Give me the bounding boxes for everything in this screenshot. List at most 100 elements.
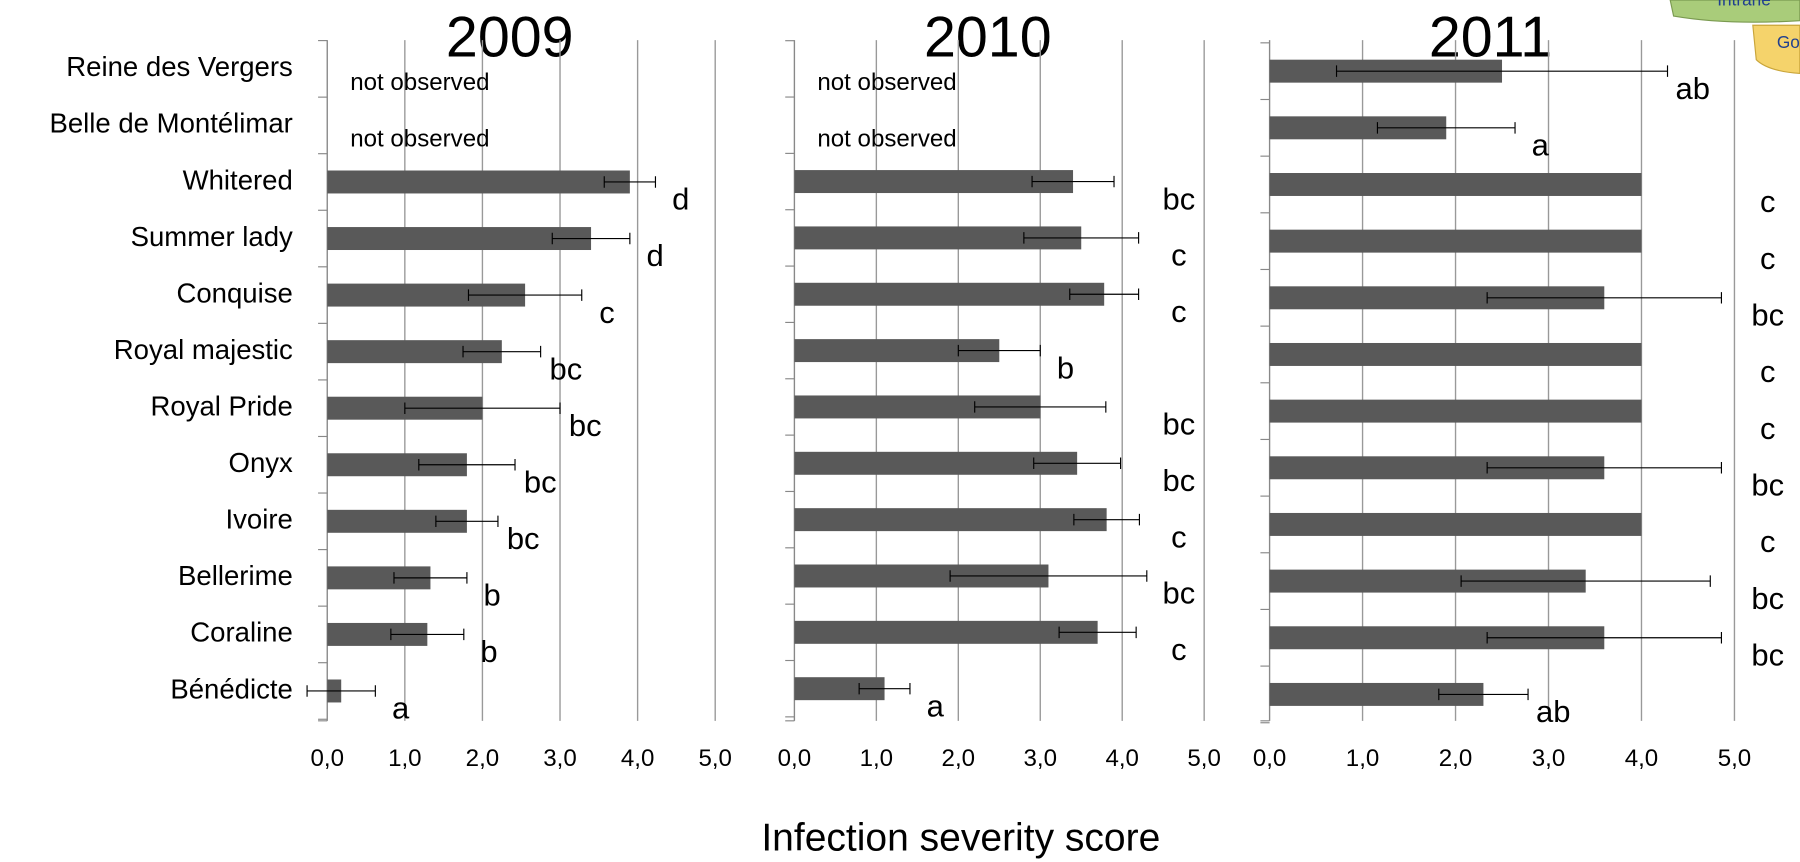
category-label: Royal Pride (150, 390, 292, 421)
significance-letter: bc (507, 521, 540, 556)
significance-letter: bc (524, 464, 557, 499)
x-tick-label: 1,0 (860, 745, 894, 772)
error-bar (551, 232, 631, 245)
bar (794, 620, 1098, 644)
significance-letter: a (392, 691, 410, 726)
bar (327, 340, 502, 364)
bar (327, 283, 526, 307)
bar (1269, 512, 1642, 536)
significance-letter: bc (1163, 407, 1196, 442)
error-bar (393, 572, 468, 584)
significance-letter: d (672, 182, 689, 217)
x-tick-label: 0,0 (310, 745, 343, 772)
bar (794, 170, 1074, 194)
x-tick-label: 2,0 (466, 745, 500, 772)
error-bar (467, 289, 583, 301)
error-bar (1058, 626, 1137, 639)
error-bar (1031, 175, 1115, 188)
significance-letter: b (480, 634, 497, 669)
significance-letter: ab (1536, 694, 1570, 729)
significance-letter: c (599, 295, 615, 330)
x-axis-label: Infection severity score (761, 817, 1160, 860)
category-label: Bénédicte (170, 673, 292, 704)
significance-letter: d (646, 238, 663, 273)
bar (794, 395, 1041, 419)
bar (1269, 173, 1642, 196)
error-bar (418, 459, 516, 471)
error-bar (603, 176, 657, 188)
error-bar (1486, 462, 1723, 474)
bar (327, 170, 630, 194)
panel-title: 2009 (446, 5, 574, 69)
category-label: Reine des Vergers (66, 51, 293, 82)
significance-letter: bc (569, 408, 602, 443)
category-label: Ivoire (225, 504, 292, 535)
bar (1269, 116, 1447, 140)
category-label: Royal majestic (114, 334, 293, 365)
x-tick-label: 4,0 (621, 745, 655, 772)
error-bar (957, 344, 1041, 357)
bar (1269, 682, 1484, 706)
bar (1269, 342, 1642, 366)
significance-letter: c (1760, 524, 1775, 559)
bar (327, 566, 431, 590)
category-label: Belle de Montélimar (49, 108, 292, 139)
significance-letter: b (484, 578, 501, 613)
significance-letter: b (1057, 350, 1074, 385)
bar (794, 677, 885, 701)
significance-letter: a (927, 688, 945, 723)
bar (327, 509, 467, 533)
bar (1269, 569, 1586, 593)
x-tick-label: 0,0 (1253, 745, 1287, 772)
bar (1269, 456, 1605, 480)
bar (327, 227, 592, 251)
corner-tab-label: Intrane (1717, 0, 1771, 10)
note: not observed (350, 126, 489, 153)
significance-letter: c (1171, 294, 1187, 329)
error-bar (1033, 457, 1122, 470)
significance-letter: bc (1163, 181, 1196, 216)
x-tick-label: 4,0 (1625, 745, 1658, 772)
category-label: Summer lady (131, 221, 293, 252)
error-bar (1486, 292, 1723, 304)
panel-title: 2010 (924, 5, 1052, 69)
significance-letter: c (1171, 632, 1187, 667)
error-bar (1486, 632, 1723, 644)
significance-letter: c (1171, 519, 1187, 554)
significance-letter: c (1760, 354, 1775, 389)
category-label: Whitered (183, 164, 293, 195)
error-bar (462, 345, 542, 358)
bar (794, 564, 1049, 588)
error-bar (1023, 232, 1140, 244)
bar (1269, 286, 1605, 310)
significance-letter: c (1760, 241, 1775, 276)
panel-title: 2011 (1429, 5, 1552, 69)
category-label: Bellerime (178, 560, 293, 591)
significance-letter: bc (1163, 463, 1196, 498)
x-tick-label: 1,0 (388, 745, 421, 772)
bar (1269, 229, 1642, 253)
significance-letter: ab (1676, 71, 1710, 106)
x-tick-label: 2,0 (942, 745, 976, 772)
significance-letter: bc (1751, 298, 1784, 333)
bar (794, 339, 1000, 363)
error-bar (1376, 122, 1516, 134)
significance-letter: bc (550, 351, 583, 386)
error-bar (306, 685, 376, 697)
bar (794, 226, 1082, 250)
note: not observed (817, 125, 956, 152)
note: not observed (817, 69, 956, 96)
bar (794, 451, 1078, 475)
error-bar (390, 628, 465, 641)
error-bar (1069, 288, 1140, 300)
error-bar (949, 570, 1148, 582)
x-tick-label: 0,0 (778, 745, 812, 772)
x-tick-label: 3,0 (543, 745, 577, 772)
bar (327, 622, 428, 646)
category-label: Coraline (190, 617, 293, 648)
significance-letter: bc (1163, 576, 1196, 611)
error-bar (435, 515, 499, 528)
error-bar (1438, 688, 1529, 701)
